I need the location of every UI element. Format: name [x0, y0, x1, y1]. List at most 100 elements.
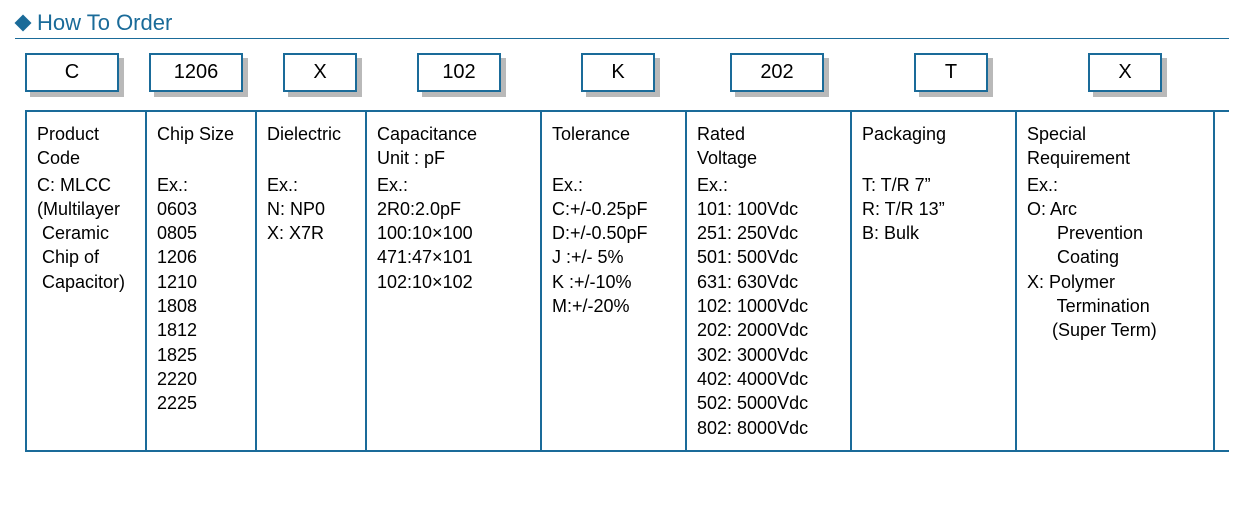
description-cell: RatedVoltageEx.:101: 100Vdc251: 250Vdc50… — [685, 112, 850, 450]
code-box: 1206 — [149, 53, 243, 92]
description-body-line: Ex.: — [377, 173, 530, 197]
description-title: Chip Size — [157, 122, 245, 146]
description-body-line: J :+/- 5% — [552, 245, 675, 269]
description-title-line: Code — [37, 146, 135, 170]
description-body-line: 802: 8000Vdc — [697, 416, 840, 440]
description-title: SpecialRequirement — [1027, 122, 1203, 171]
section-title: How To Order — [37, 10, 172, 36]
diamond-bullet-icon — [15, 15, 31, 31]
description-body: Ex.:O: Arc Prevention CoatingX: Polymer … — [1027, 173, 1203, 343]
description-body-line: C: MLCC — [37, 173, 135, 197]
description-body-line: Ex.: — [267, 173, 355, 197]
description-title: CapacitanceUnit : pF — [377, 122, 530, 171]
description-body-line: 302: 3000Vdc — [697, 343, 840, 367]
description-body: Ex.:2R0:2.0pF100:10×100471:47×101102:10×… — [377, 173, 530, 294]
description-title-line: Requirement — [1027, 146, 1203, 170]
description-row: ProductCodeC: MLCC(Multilayer Ceramic Ch… — [25, 110, 1229, 452]
description-cell: ProductCodeC: MLCC(Multilayer Ceramic Ch… — [25, 112, 145, 450]
description-title-line: Unit : pF — [377, 146, 530, 170]
description-title-line: Dielectric — [267, 122, 355, 146]
description-body-line: 0805 — [157, 221, 245, 245]
description-title-line: Chip Size — [157, 122, 245, 146]
description-cell: CapacitanceUnit : pFEx.:2R0:2.0pF100:10×… — [365, 112, 540, 450]
code-box: 202 — [730, 53, 824, 92]
description-body-line: T: T/R 7” — [862, 173, 1005, 197]
description-cell: Chip Size Ex.:06030805120612101808181218… — [145, 112, 255, 450]
description-body-line: 1210 — [157, 270, 245, 294]
code-box-wrap: 102 — [417, 53, 501, 92]
description-body-line: 102:10×102 — [377, 270, 530, 294]
code-box: T — [914, 53, 988, 92]
description-cell: Tolerance Ex.:C:+/-0.25pFD:+/-0.50pFJ :+… — [540, 112, 685, 450]
code-box-wrap: 1206 — [149, 53, 243, 92]
description-body-line: 502: 5000Vdc — [697, 391, 840, 415]
description-body: Ex.:C:+/-0.25pFD:+/-0.50pFJ :+/- 5%K :+/… — [552, 148, 675, 318]
description-body-line: Termination — [1027, 294, 1203, 318]
description-body-line: 2220 — [157, 367, 245, 391]
description-body-line: (Multilayer — [37, 197, 135, 221]
description-body: Ex.:101: 100Vdc251: 250Vdc501: 500Vdc631… — [697, 173, 840, 440]
description-body-line: Ceramic — [37, 221, 135, 245]
description-body-line: Chip of — [37, 245, 135, 269]
description-body-line — [552, 148, 675, 172]
description-title: Tolerance — [552, 122, 675, 146]
description-body: C: MLCC(Multilayer Ceramic Chip of Capac… — [37, 173, 135, 294]
description-body-line: R: T/R 13” — [862, 197, 1005, 221]
description-body-line: 101: 100Vdc — [697, 197, 840, 221]
description-body-line: 1206 — [157, 245, 245, 269]
code-box-wrap: K — [581, 53, 655, 92]
description-body-line: 1812 — [157, 318, 245, 342]
description-body-line: 0603 — [157, 197, 245, 221]
description-body-line: 402: 4000Vdc — [697, 367, 840, 391]
description-body-line: B: Bulk — [862, 221, 1005, 245]
description-body-line: O: Arc — [1027, 197, 1203, 221]
description-title-line: Product — [37, 122, 135, 146]
description-body-line: Capacitor) — [37, 270, 135, 294]
description-cell: SpecialRequirementEx.:O: Arc Prevention … — [1015, 112, 1215, 450]
description-title-line: Capacitance — [377, 122, 530, 146]
part-code-row: C 1206 X 102 K 202 T X — [25, 53, 1229, 92]
description-body-line: X: Polymer — [1027, 270, 1203, 294]
description-body-line: 100:10×100 — [377, 221, 530, 245]
description-title-line: Packaging — [862, 122, 1005, 146]
description-cell: Dielectric Ex.:N: NP0X: X7R — [255, 112, 365, 450]
section-title-row: How To Order — [15, 10, 1229, 39]
description-body-line: 251: 250Vdc — [697, 221, 840, 245]
description-body-line: D:+/-0.50pF — [552, 221, 675, 245]
description-body-line — [157, 148, 245, 172]
description-title-line: Special — [1027, 122, 1203, 146]
description-body-line: Coating — [1027, 245, 1203, 269]
description-cell: Packaging T: T/R 7”R: T/R 13”B: Bulk — [850, 112, 1015, 450]
description-body-line: 1825 — [157, 343, 245, 367]
code-box: X — [1088, 53, 1162, 92]
description-title-line: Voltage — [697, 146, 840, 170]
description-body-line: 501: 500Vdc — [697, 245, 840, 269]
description-title-line: Rated — [697, 122, 840, 146]
description-body-line: 2225 — [157, 391, 245, 415]
description-body-line — [267, 148, 355, 172]
description-title: Dielectric — [267, 122, 355, 146]
description-body-line: Ex.: — [1027, 173, 1203, 197]
code-box-wrap: X — [1088, 53, 1162, 92]
code-box: C — [25, 53, 119, 92]
description-body-line: 1808 — [157, 294, 245, 318]
description-body: Ex.:060308051206121018081812182522202225 — [157, 148, 245, 415]
description-body-line: 2R0:2.0pF — [377, 197, 530, 221]
description-body-line: 471:47×101 — [377, 245, 530, 269]
description-body-line: 202: 2000Vdc — [697, 318, 840, 342]
description-body-line: Ex.: — [157, 173, 245, 197]
code-box: 102 — [417, 53, 501, 92]
description-body-line: X: X7R — [267, 221, 355, 245]
description-body-line: M:+/-20% — [552, 294, 675, 318]
description-body-line: K :+/-10% — [552, 270, 675, 294]
code-box-wrap: 202 — [730, 53, 824, 92]
description-title: RatedVoltage — [697, 122, 840, 171]
description-body: Ex.:N: NP0X: X7R — [267, 148, 355, 245]
description-title: ProductCode — [37, 122, 135, 171]
description-body-line: Ex.: — [697, 173, 840, 197]
description-body-line — [862, 148, 1005, 172]
description-title-line: Tolerance — [552, 122, 675, 146]
code-box-wrap: X — [283, 53, 357, 92]
code-box-wrap: C — [25, 53, 119, 92]
description-body-line: (Super Term) — [1027, 318, 1203, 342]
